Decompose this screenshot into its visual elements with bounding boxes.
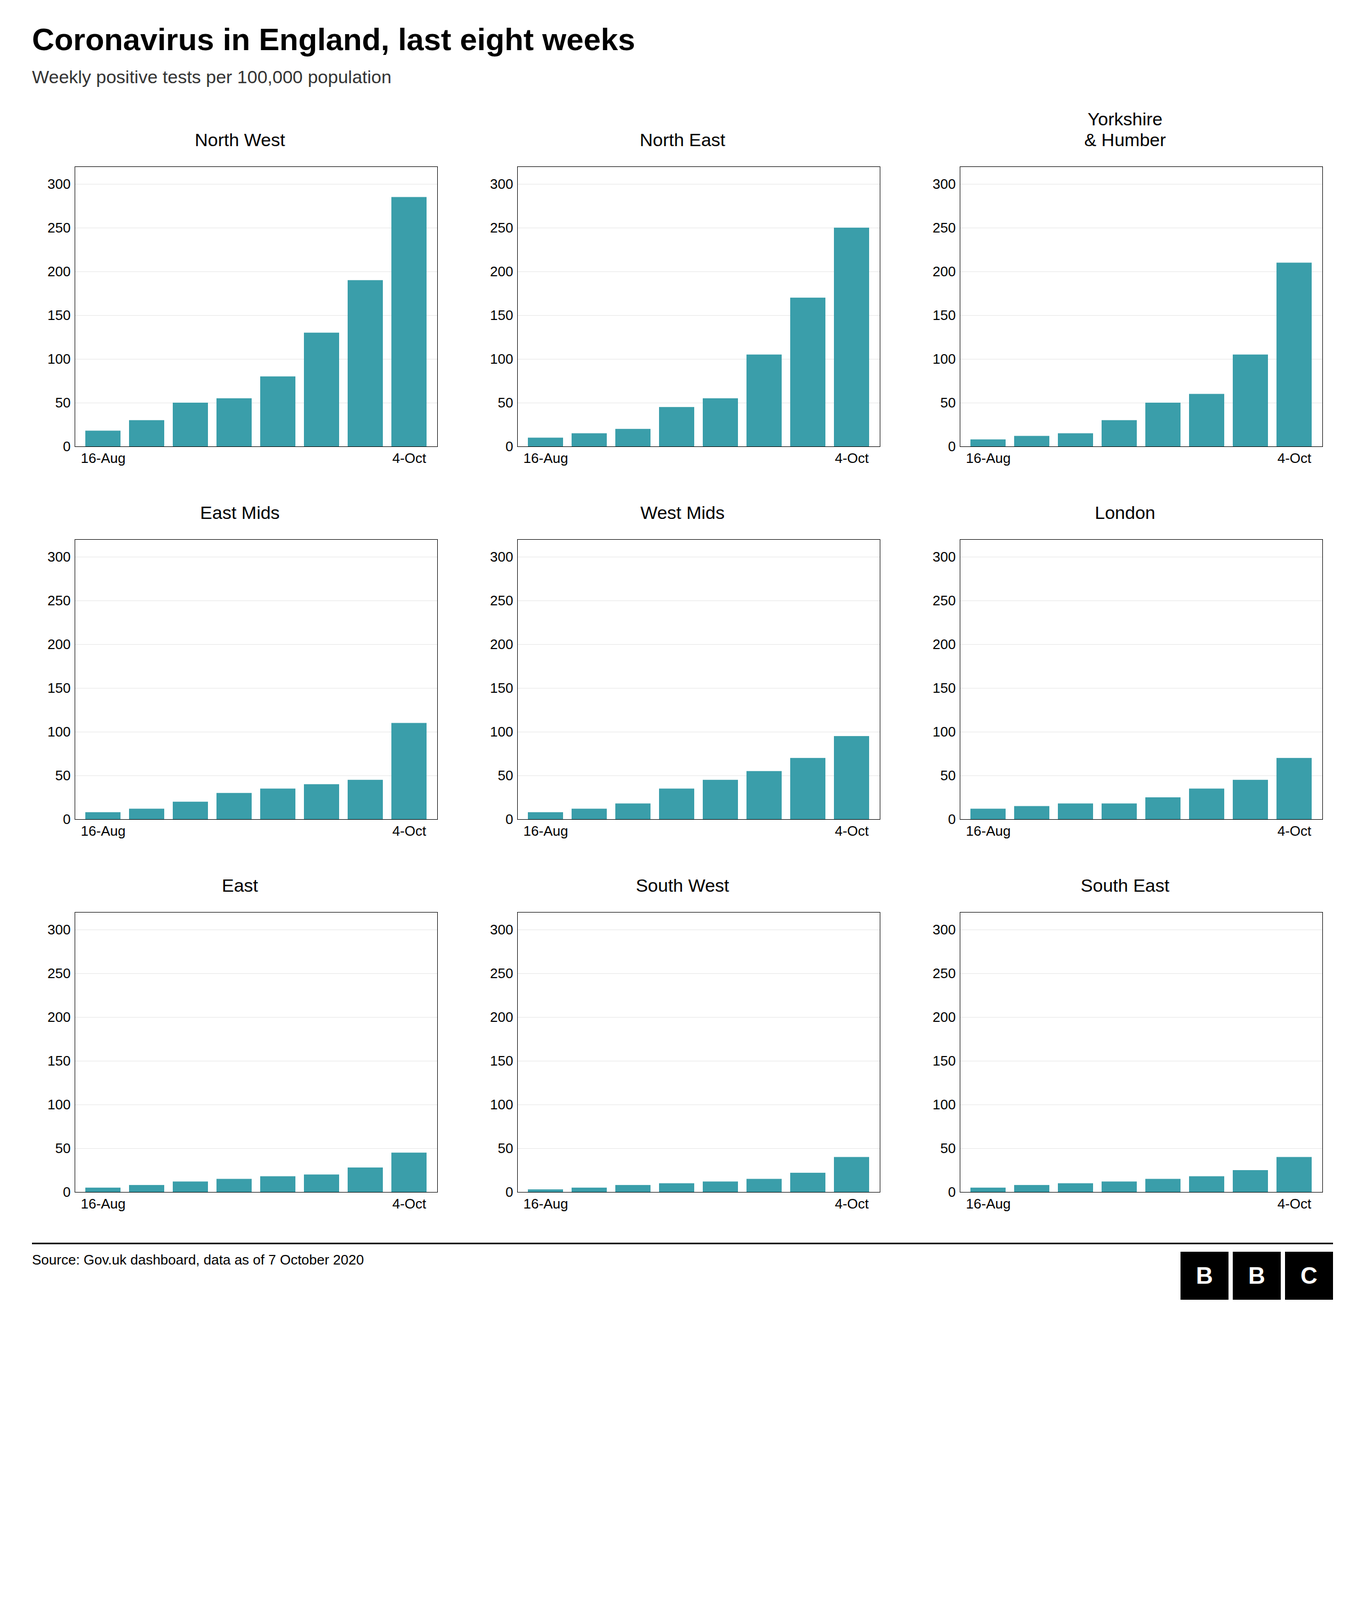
html-text:North East: North East <box>639 129 726 150</box>
svg-text:150: 150 <box>490 679 513 696</box>
svg-text:150: 150 <box>932 307 956 324</box>
svg-text:4-Oct: 4-Oct <box>834 822 870 839</box>
svg-text:200: 200 <box>490 636 513 653</box>
svg-text:150: 150 <box>47 307 71 324</box>
svg-text:250: 250 <box>932 965 956 982</box>
svg-text:16-Aug: 16-Aug <box>966 822 1011 839</box>
svg-text:250: 250 <box>932 592 956 609</box>
html-text:C: C <box>1300 1262 1318 1289</box>
svg-text:16-Aug: 16-Aug <box>81 1195 126 1212</box>
svg-text:16-Aug: 16-Aug <box>966 450 1011 467</box>
svg-text:200: 200 <box>932 1008 956 1025</box>
svg-text:16-Aug: 16-Aug <box>81 822 126 839</box>
html-text:B: B <box>1196 1262 1213 1289</box>
svg-text:0: 0 <box>505 811 513 827</box>
svg-text:100: 100 <box>490 350 513 367</box>
svg-text:100: 100 <box>47 1096 71 1113</box>
svg-text:200: 200 <box>47 263 71 280</box>
svg-text:200: 200 <box>490 263 513 280</box>
svg-text:100: 100 <box>47 723 71 740</box>
svg-text:0: 0 <box>62 1183 71 1200</box>
svg-text:150: 150 <box>490 307 513 324</box>
svg-text:16-Aug: 16-Aug <box>81 450 126 467</box>
svg-text:250: 250 <box>47 965 71 982</box>
svg-text:100: 100 <box>490 1096 513 1113</box>
svg-text:50: 50 <box>55 1139 71 1156</box>
svg-text:0: 0 <box>62 438 71 455</box>
html-text:Source: Gov.uk dashboard, data: Source: Gov.uk dashboard, data as of 7 O… <box>31 1251 364 1268</box>
svg-text:300: 300 <box>47 921 71 938</box>
svg-text:16-Aug: 16-Aug <box>523 450 569 467</box>
svg-text:200: 200 <box>932 263 956 280</box>
html-text:South East: South East <box>1080 874 1170 896</box>
svg-text:250: 250 <box>490 592 513 609</box>
svg-text:4-Oct: 4-Oct <box>1277 450 1312 467</box>
svg-text:300: 300 <box>932 548 956 565</box>
html-text:Coronavirus in England, last e: Coronavirus in England, last eight weeks <box>31 21 636 57</box>
svg-text:200: 200 <box>932 636 956 653</box>
svg-text:150: 150 <box>490 1052 513 1069</box>
html-text:Weekly positive tests per 100,: Weekly positive tests per 100,000 popula… <box>31 66 392 87</box>
svg-text:4-Oct: 4-Oct <box>392 450 427 467</box>
svg-text:0: 0 <box>62 811 71 827</box>
svg-text:250: 250 <box>47 219 71 236</box>
html-text:South West: South West <box>635 874 730 896</box>
svg-text:50: 50 <box>55 767 71 784</box>
html-text:North West: North West <box>194 129 286 150</box>
svg-text:150: 150 <box>932 1052 956 1069</box>
html-text:B: B <box>1248 1262 1266 1289</box>
html-text:London: London <box>1094 502 1156 523</box>
svg-text:16-Aug: 16-Aug <box>966 1195 1011 1212</box>
svg-text:300: 300 <box>932 921 956 938</box>
svg-text:0: 0 <box>948 1183 956 1200</box>
html-text:Yorkshire & Humber: Yorkshire & Humber <box>1084 108 1166 150</box>
svg-text:4-Oct: 4-Oct <box>392 1195 427 1212</box>
svg-text:50: 50 <box>940 1139 957 1156</box>
svg-text:150: 150 <box>47 679 71 696</box>
svg-text:50: 50 <box>940 767 957 784</box>
svg-text:150: 150 <box>932 679 956 696</box>
html-text:East: East <box>221 874 259 896</box>
svg-text:200: 200 <box>47 1008 71 1025</box>
svg-text:50: 50 <box>55 394 71 411</box>
svg-text:50: 50 <box>940 394 957 411</box>
svg-text:100: 100 <box>932 350 956 367</box>
svg-text:0: 0 <box>948 811 956 827</box>
svg-text:0: 0 <box>505 438 513 455</box>
svg-text:300: 300 <box>932 175 956 192</box>
svg-text:200: 200 <box>47 636 71 653</box>
svg-text:4-Oct: 4-Oct <box>834 1195 870 1212</box>
svg-text:0: 0 <box>505 1183 513 1200</box>
svg-text:4-Oct: 4-Oct <box>834 450 870 467</box>
svg-text:50: 50 <box>498 767 514 784</box>
svg-text:100: 100 <box>932 1096 956 1113</box>
html-text:West Mids: West Mids <box>640 502 725 523</box>
svg-text:4-Oct: 4-Oct <box>1277 822 1312 839</box>
svg-text:100: 100 <box>47 350 71 367</box>
svg-text:250: 250 <box>490 219 513 236</box>
svg-text:4-Oct: 4-Oct <box>392 822 427 839</box>
svg-text:300: 300 <box>490 175 513 192</box>
svg-text:4-Oct: 4-Oct <box>1277 1195 1312 1212</box>
svg-text:0: 0 <box>948 438 956 455</box>
svg-text:50: 50 <box>498 1139 514 1156</box>
svg-text:300: 300 <box>490 548 513 565</box>
svg-text:50: 50 <box>498 394 514 411</box>
svg-text:300: 300 <box>490 921 513 938</box>
svg-text:16-Aug: 16-Aug <box>523 1195 569 1212</box>
svg-text:16-Aug: 16-Aug <box>523 822 569 839</box>
svg-text:100: 100 <box>932 723 956 740</box>
svg-text:250: 250 <box>932 219 956 236</box>
svg-text:250: 250 <box>490 965 513 982</box>
svg-text:300: 300 <box>47 548 71 565</box>
svg-text:150: 150 <box>47 1052 71 1069</box>
svg-text:200: 200 <box>490 1008 513 1025</box>
html-text:East Mids: East Mids <box>200 502 280 523</box>
svg-text:100: 100 <box>490 723 513 740</box>
svg-text:250: 250 <box>47 592 71 609</box>
svg-text:300: 300 <box>47 175 71 192</box>
